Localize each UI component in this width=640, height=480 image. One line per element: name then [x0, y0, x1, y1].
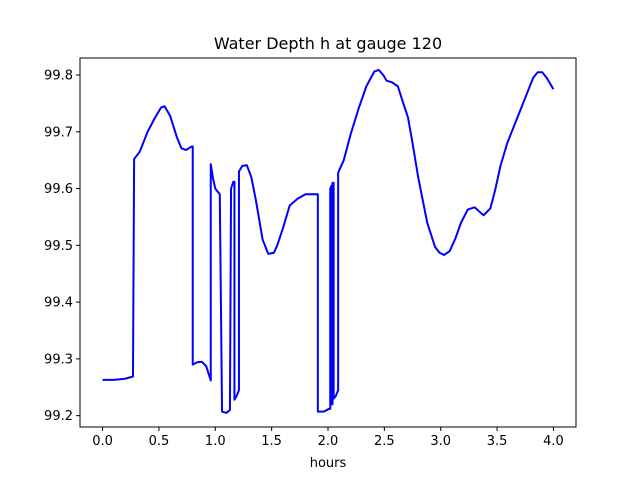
y-axis-ticks: 99.2 99.3 99.4 99.5 99.6 99.7 99.8 [44, 69, 80, 424]
x-tick-label: 3.0 [430, 434, 451, 449]
x-tick-label: 0.5 [149, 434, 170, 449]
x-tick-label: 4.0 [543, 434, 564, 449]
x-tick-label: 0.0 [92, 434, 113, 449]
y-tick-label: 99.5 [44, 239, 73, 254]
y-tick-label: 99.7 [44, 125, 73, 140]
y-tick-label: 99.4 [44, 296, 73, 311]
y-tick-label: 99.2 [44, 409, 73, 424]
x-tick-label: 1.5 [261, 434, 282, 449]
series-line-water-depth [102, 68, 555, 414]
x-axis-label: hours [310, 456, 347, 471]
y-tick-label: 99.6 [44, 182, 73, 197]
y-tick-label: 99.3 [44, 352, 73, 367]
plot-area [102, 68, 555, 414]
x-axis-ticks: 0.0 0.5 1.0 1.5 2.0 2.5 3.0 3.5 4.0 [92, 427, 564, 449]
x-tick-label: 1.0 [205, 434, 226, 449]
x-tick-label: 2.0 [318, 434, 339, 449]
x-tick-label: 2.5 [374, 434, 395, 449]
x-tick-label: 3.5 [487, 434, 508, 449]
y-tick-label: 99.8 [44, 69, 73, 84]
chart-title: Water Depth h at gauge 120 [214, 34, 442, 53]
